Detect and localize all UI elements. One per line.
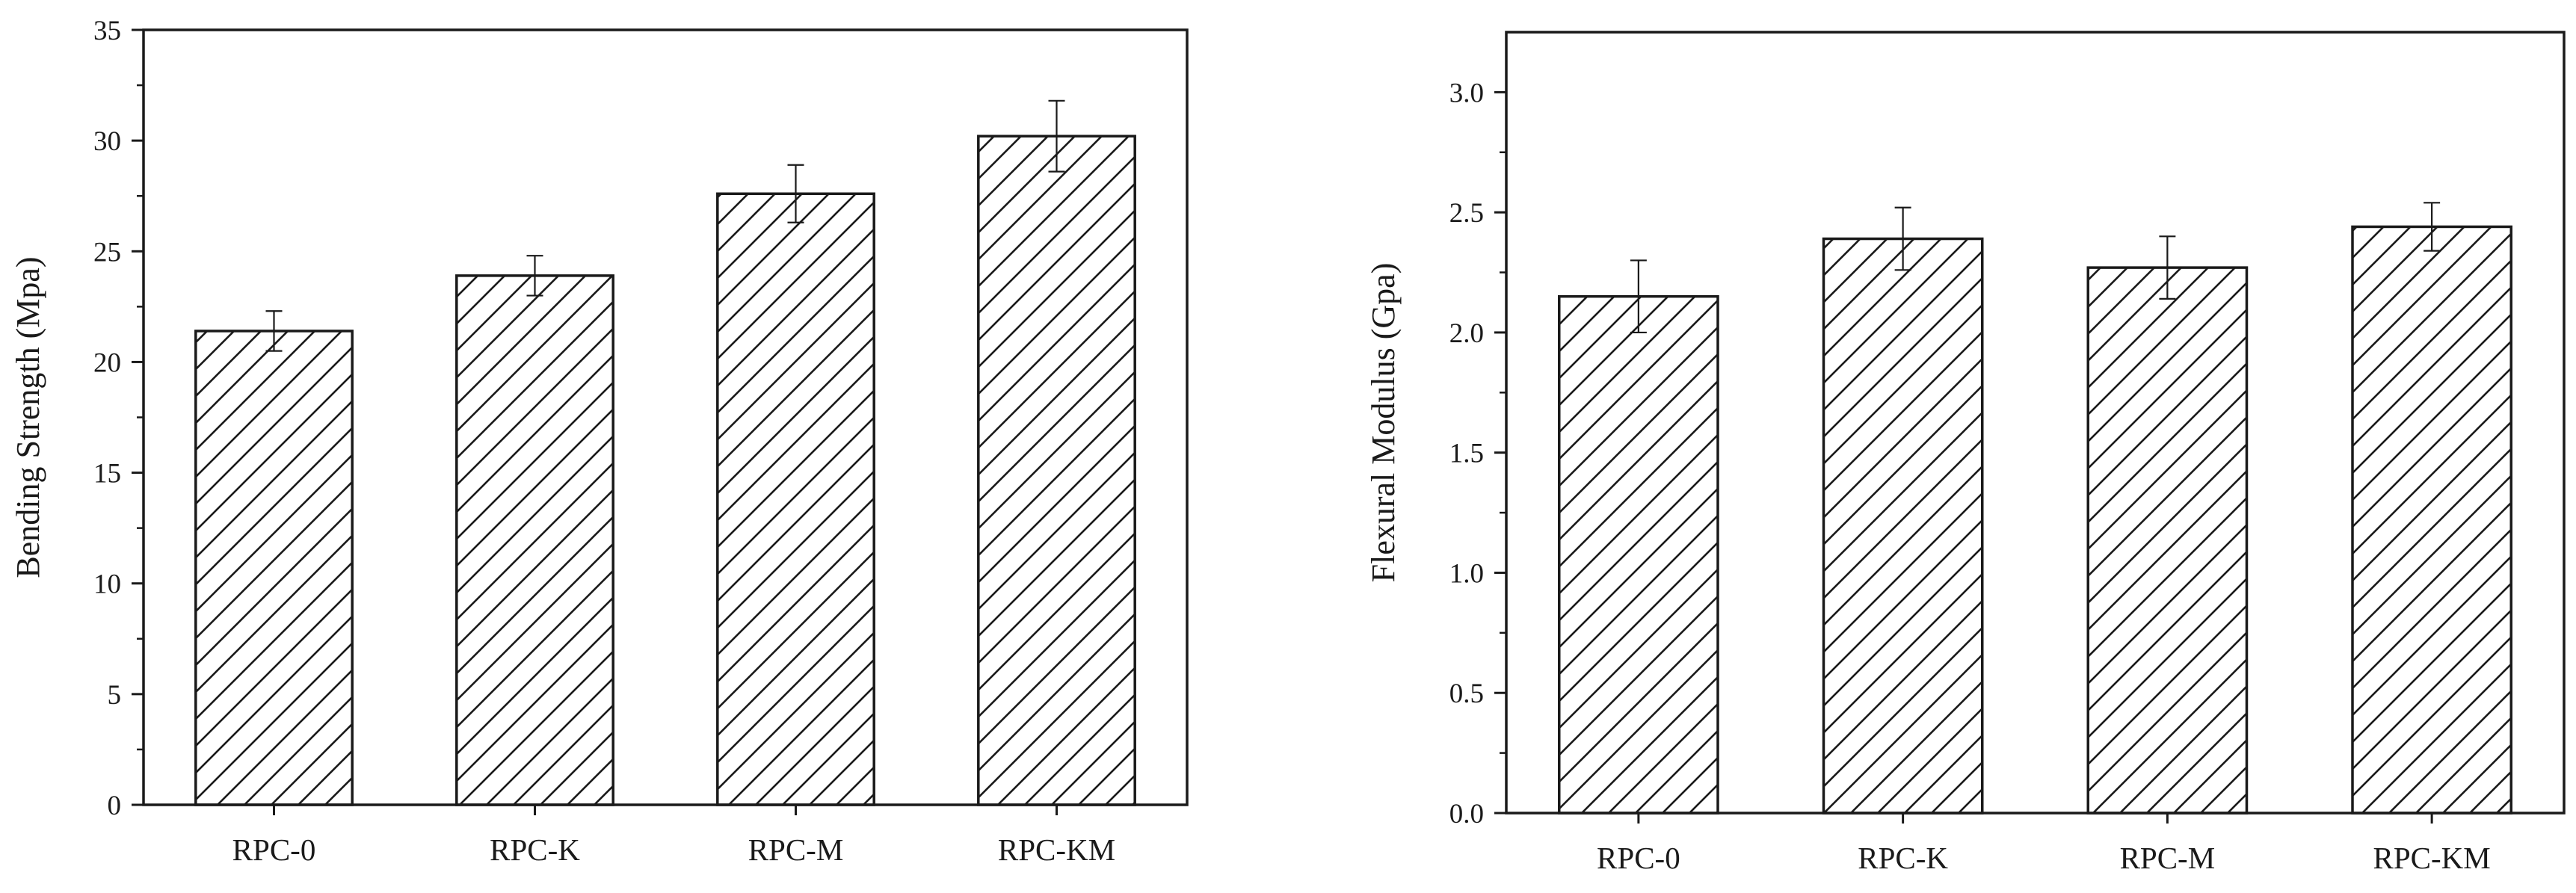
bar-rpc-0 <box>1558 294 1719 815</box>
bar-rpc-k <box>455 274 614 806</box>
error-bar-rpc-m <box>787 164 804 223</box>
y-tick-label-15: 15 <box>93 459 121 489</box>
bar-rpc-m <box>2086 266 2249 815</box>
y-tick-label-35: 35 <box>93 16 121 46</box>
y-tick-label-1-0: 1.0 <box>1449 558 1484 589</box>
flexural-modulus-chart: 0.00.51.01.52.02.53.0 RPC-0 RPC-K RPC-M RPC… <box>1365 31 2566 875</box>
y-tick-label-2-5: 2.5 <box>1449 198 1484 229</box>
y-tick-label-0: 0 <box>108 791 122 821</box>
y-axis-title: Flexural Modulus (Gpa) <box>1365 263 1402 583</box>
x-tick-label-rpc-k: RPC-K <box>1858 841 1948 875</box>
error-bars <box>1630 202 2441 334</box>
y-tick-label-2-0: 2.0 <box>1449 318 1484 349</box>
error-bar-rpc-k <box>526 255 543 297</box>
x-tick-label-rpc-m: RPC-M <box>2120 841 2216 875</box>
y-tick-label-30: 30 <box>93 126 121 157</box>
error-bar-rpc-km <box>2424 202 2441 252</box>
bars <box>194 135 1136 806</box>
x-tick-label-rpc-m: RPC-M <box>748 832 844 867</box>
error-bar-rpc-km <box>1048 99 1065 173</box>
y-axis: 0.0 0.5 1.0 1.5 2.0 2.5 3.0 <box>1449 78 1506 829</box>
x-tick-label-rpc-0: RPC-0 <box>232 832 316 867</box>
error-bar-rpc-0 <box>1630 259 1647 334</box>
y-tick-label-10: 10 <box>93 569 121 600</box>
y-tick-label-1-5: 1.5 <box>1449 439 1484 469</box>
x-tick-label-rpc-km: RPC-KM <box>998 832 1115 867</box>
bar-rpc-km <box>2351 225 2512 815</box>
y-tick-label-5: 5 <box>108 680 122 711</box>
y-tick-label-3-0: 3.0 <box>1449 78 1484 108</box>
bar-rpc-km <box>977 135 1136 806</box>
y-axis-title: Bending Strength (Mpa) <box>10 256 46 578</box>
y-tick-label-20: 20 <box>93 347 121 378</box>
y-tick-label-0-0: 0.0 <box>1449 799 1484 829</box>
bars <box>1558 225 2512 815</box>
y-tick-label-25: 25 <box>93 237 121 268</box>
bending-strength-chart: 0 5 10 15 20 25 30 35 RPC-0 RPC-K RPC-M RPC-KM Ben… <box>10 16 1189 867</box>
x-axis: RPC-0 RPC-K RPC-M RPC-KM <box>1597 813 2491 875</box>
error-bars <box>265 99 1065 352</box>
y-tick-label-0-5: 0.5 <box>1449 679 1484 709</box>
x-tick-label-rpc-k: RPC-K <box>490 832 580 867</box>
x-tick-label-rpc-km: RPC-KM <box>2373 841 2491 875</box>
error-bar-rpc-0 <box>265 310 283 352</box>
plot-frame <box>1505 31 2566 815</box>
bar-rpc-m <box>716 192 875 806</box>
bar-rpc-0 <box>194 330 354 806</box>
y-axis: 0 5 10 15 20 25 30 35 <box>93 16 144 821</box>
error-bar-rpc-k <box>1894 206 1911 271</box>
x-axis: RPC-0 RPC-K RPC-M RPC-KM <box>232 805 1115 867</box>
error-bar-rpc-m <box>2159 235 2176 300</box>
x-tick-label-rpc-0: RPC-0 <box>1597 841 1680 875</box>
bar-rpc-k <box>1822 237 1984 815</box>
